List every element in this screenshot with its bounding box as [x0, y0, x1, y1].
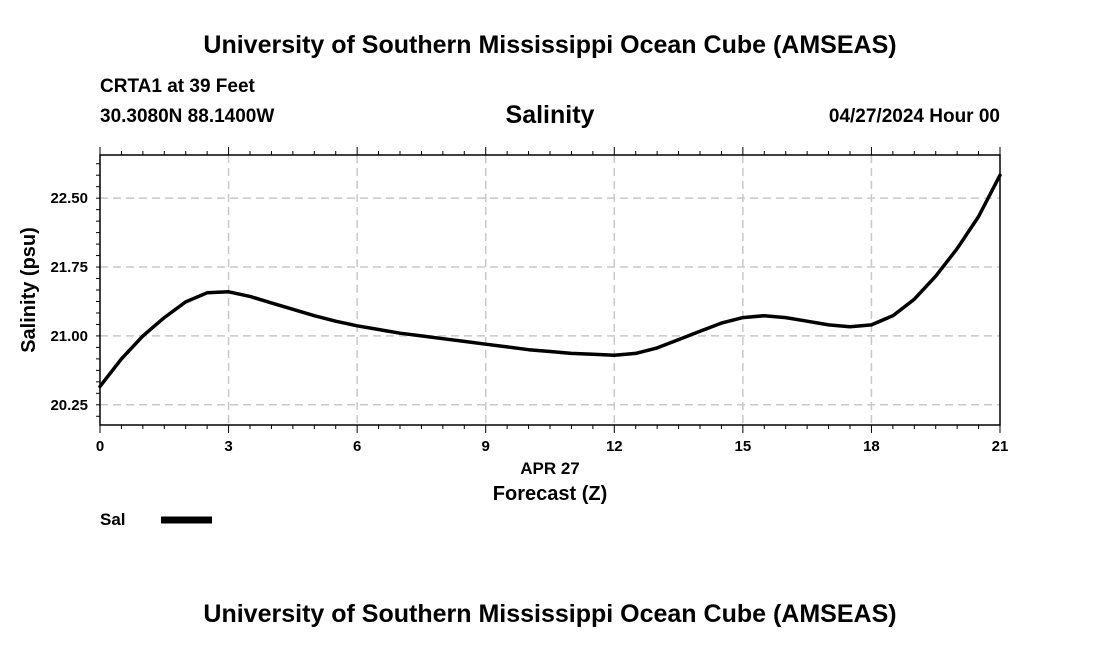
- x-tick-label: 15: [735, 438, 752, 455]
- footer-title: University of Southern Mississippi Ocean…: [203, 600, 897, 628]
- x-tick-label: 3: [224, 438, 232, 455]
- x-tick-label: 21: [992, 438, 1009, 455]
- y-tick-label: 22.50: [50, 190, 88, 207]
- station-label: CRTA1 at 39 Feet: [100, 76, 255, 97]
- y-tick-label: 20.25: [50, 397, 88, 414]
- x-tick-label: 0: [96, 438, 104, 455]
- grid: [100, 155, 1000, 425]
- location-label: 30.3080N 88.1400W: [100, 106, 275, 127]
- x-tick-label: 18: [863, 438, 880, 455]
- y-tick-label: 21.75: [50, 259, 88, 276]
- series-layer: [98, 173, 1002, 389]
- x-tick-label: 6: [353, 438, 361, 455]
- chart-title: University of Southern Mississippi Ocean…: [203, 31, 897, 59]
- x-date-label: APR 27: [520, 459, 580, 478]
- datetime-label: 04/27/2024 Hour 00: [828, 106, 1000, 127]
- y-axis-label: Salinity (psu): [18, 227, 40, 353]
- axes: 0 3 6 9 12 15 18 21 20.25 21.00 21.75 22.50: [50, 147, 1008, 455]
- plot-frame: [99, 154, 1001, 426]
- variable-title: Salinity: [505, 101, 595, 129]
- x-tick-label: 9: [482, 438, 490, 455]
- y-tick-label: 21.00: [50, 328, 88, 345]
- series-line-sal: [98, 173, 1002, 389]
- x-axis-label: Forecast (Z): [493, 483, 607, 505]
- legend-label: Sal: [100, 510, 126, 529]
- x-tick-label: 12: [606, 438, 623, 455]
